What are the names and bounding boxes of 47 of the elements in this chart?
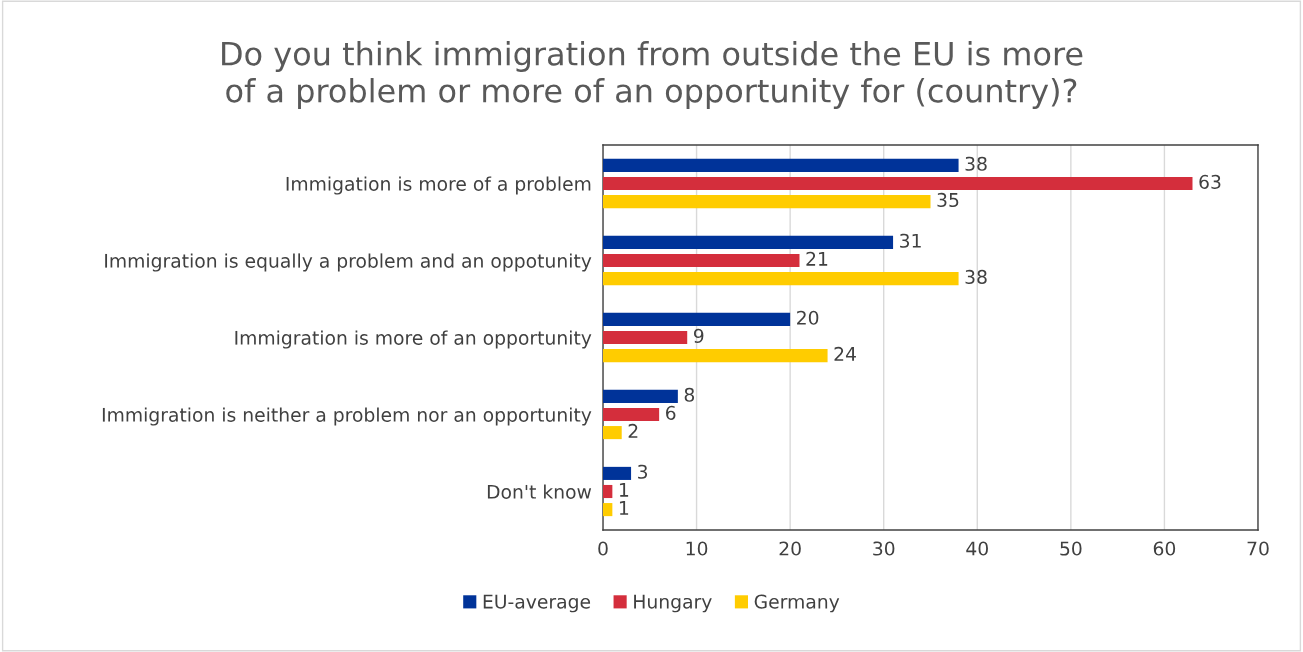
x-tick-label: 30 — [873, 541, 895, 556]
x-tick-label: 60 — [1153, 541, 1176, 556]
data-label: 21 — [806, 251, 828, 266]
data-label: 2 — [628, 423, 638, 438]
y-tick-label: Immigration is equally a problem and an oppotunity — [105, 253, 592, 272]
bar — [603, 389, 678, 403]
data-label: 1 — [619, 483, 629, 497]
x-tick-label: 0 — [598, 541, 608, 556]
data-label: 6 — [666, 405, 676, 420]
bar — [603, 330, 688, 345]
bar — [603, 407, 660, 422]
data-label: 24 — [834, 346, 856, 361]
data-label: 31 — [900, 233, 921, 248]
y-tick-label: Immigration is neither a problem nor an opportunity — [102, 407, 592, 426]
data-label: 1 — [619, 501, 629, 515]
bar — [603, 195, 931, 209]
data-label: 9 — [693, 328, 704, 343]
legend-label: EU-average — [483, 594, 591, 613]
data-label: 35 — [937, 192, 959, 208]
bar — [603, 503, 613, 517]
data-label: 8 — [684, 387, 695, 402]
data-label: 20 — [797, 310, 819, 325]
legend-label: Hungary — [634, 594, 712, 613]
bar — [603, 426, 622, 440]
chart-title: Do you think immigration from outside the EU is more of a problem or more of an opportunity for (country)? — [222, 41, 1083, 109]
bar — [603, 466, 632, 480]
y-tick-label: Immigration is more of an opportunity — [235, 330, 592, 349]
x-tick-label: 70 — [1247, 541, 1269, 556]
x-tick-label: 20 — [779, 541, 801, 556]
bar — [603, 312, 791, 326]
bar — [603, 235, 894, 249]
bar — [603, 176, 1193, 191]
x-tick-label: 50 — [1060, 541, 1082, 556]
data-label: 38 — [965, 156, 987, 171]
x-tick-label: 10 — [686, 541, 708, 556]
data-label: 63 — [1199, 174, 1221, 189]
bar — [603, 484, 613, 499]
legend-label: Germany — [754, 594, 840, 613]
x-tick-label: 40 — [966, 541, 988, 556]
y-tick-label: Immigation is more of a problem — [286, 176, 591, 195]
y-tick-label: Don't know — [487, 484, 592, 499]
bar — [603, 253, 800, 268]
bar — [603, 158, 959, 172]
bar — [603, 272, 959, 286]
data-label: 3 — [638, 464, 648, 479]
bar — [603, 349, 828, 363]
data-label: 38 — [965, 269, 987, 285]
